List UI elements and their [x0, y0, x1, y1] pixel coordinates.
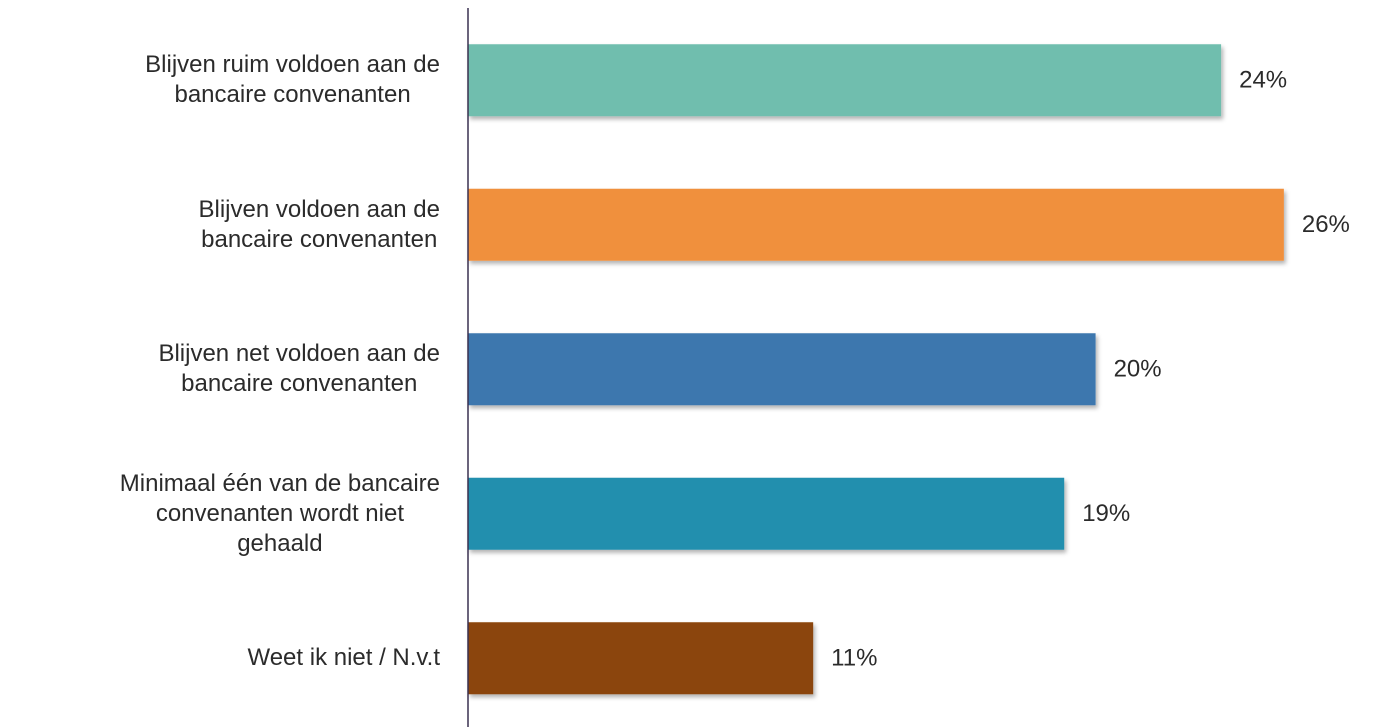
- category-line: bancaire convenanten: [181, 370, 418, 398]
- value-label: 20%: [1114, 356, 1162, 383]
- bar: [468, 477, 1065, 550]
- category-line: bancaire convenanten: [201, 225, 438, 253]
- category-label: Weet ik niet / N.v.t: [247, 643, 440, 673]
- value-label: 11%: [831, 645, 877, 672]
- bar: [468, 622, 814, 695]
- category-label: Blijven ruim voldoen aan de bancaire conv…: [145, 50, 440, 110]
- bar: [468, 188, 1284, 261]
- bar: [468, 333, 1096, 406]
- category-line: Blijven voldoen aan de: [198, 195, 440, 223]
- category-line: Minimaal één van de bancaire: [119, 469, 440, 497]
- value-label: 26%: [1302, 211, 1350, 238]
- value-label: 24%: [1239, 67, 1287, 94]
- value-label: 19%: [1082, 500, 1130, 527]
- category-line: gehaald: [237, 529, 323, 557]
- category-line: bancaire convenanten: [174, 81, 411, 109]
- category-line: Weet ik niet / N.v.t: [247, 644, 440, 672]
- category-line: Blijven ruim voldoen aan de: [145, 51, 440, 79]
- bar: [468, 44, 1222, 117]
- category-line: convenanten wordt niet: [155, 499, 404, 527]
- category-line: Blijven net voldoen aan de: [158, 340, 440, 368]
- category-label: Minimaal één van de bancaire convenanten …: [120, 469, 440, 559]
- category-label: Blijven voldoen aan de bancaire convenant…: [198, 195, 440, 255]
- category-label: Blijven net voldoen aan de bancaire conve…: [158, 339, 440, 399]
